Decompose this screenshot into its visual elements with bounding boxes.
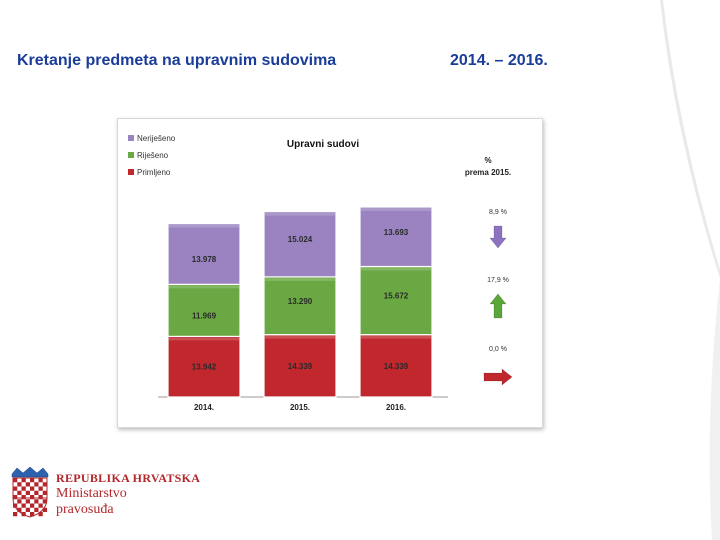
logo-line-republika: REPUBLIKA HRVATSKA	[56, 471, 201, 485]
legend-label: Primljeno	[137, 168, 171, 177]
x-tick-label: 2015.	[290, 403, 310, 412]
bar-highlight	[361, 208, 431, 211]
arrow-up-icon	[489, 293, 507, 319]
bar-highlight	[265, 335, 335, 339]
data-label: 15.672	[384, 292, 409, 301]
data-label: 14.339	[288, 362, 313, 371]
ministry-logo: REPUBLIKA HRVATSKA Ministarstvo pravosuđ…	[10, 464, 210, 524]
slide-title: Kretanje predmeta na upravnim sudovima	[17, 52, 337, 69]
chart-frame: Upravni sudovi Neriješeno Riješeno Primljen…	[117, 118, 543, 428]
data-label: 14.339	[384, 362, 409, 371]
bar-primljeno-0	[167, 335, 241, 398]
legend-swatch-primljeno	[128, 169, 134, 175]
bar-highlight	[265, 212, 335, 216]
data-label: 15.024	[288, 235, 313, 244]
legend-label: Riješeno	[137, 151, 169, 160]
arrow-right-icon	[483, 368, 513, 386]
slide-corner-decoration	[660, 0, 720, 540]
bar-neriješeno-2	[359, 206, 433, 268]
bar-highlight	[361, 335, 431, 339]
data-label: 13.290	[288, 297, 313, 306]
logo-line-pravosuda: pravosuđa	[56, 502, 114, 517]
change-label: 17,9 %	[487, 277, 509, 284]
legend-label: Neriješeno	[137, 134, 176, 143]
data-label: 13.693	[384, 228, 409, 237]
arrow-down-icon	[489, 225, 507, 249]
stacked-bar-chart: Upravni sudovi Neriješeno Riješeno Primljen…	[128, 134, 513, 412]
bar-highlight	[169, 337, 239, 341]
data-label: 13.942	[192, 363, 217, 372]
croatian-coat-of-arms-icon	[11, 466, 49, 518]
data-label: 11.969	[192, 311, 217, 320]
data-label: 13.978	[192, 255, 217, 264]
change-header-label: prema 2015.	[465, 168, 511, 177]
bar-highlight	[169, 285, 239, 289]
bar-primljeno-2	[359, 334, 433, 398]
logo-line-ministarstvo: Ministarstvo	[56, 486, 127, 501]
bar-neriješeno-1	[263, 210, 337, 278]
slide-years: 2014. – 2016.	[450, 52, 548, 69]
bar-riješeno-2	[359, 265, 433, 336]
x-tick-label: 2016.	[386, 403, 406, 412]
change-header-percent: %	[484, 156, 491, 165]
bar-highlight	[361, 267, 431, 271]
change-label: 0,0 %	[489, 346, 507, 353]
bar-highlight	[169, 224, 239, 228]
bar-neriješeno-0	[167, 222, 241, 285]
legend-swatch-neriješeno	[128, 135, 134, 141]
bar-highlight	[265, 277, 335, 281]
bar-riješeno-0	[167, 283, 241, 337]
chart-title: Upravni sudovi	[287, 139, 359, 150]
x-tick-label: 2014.	[194, 403, 214, 412]
bar-primljeno-1	[263, 334, 337, 398]
change-label: 8,9 %	[489, 209, 507, 216]
legend-swatch-riješeno	[128, 152, 134, 158]
